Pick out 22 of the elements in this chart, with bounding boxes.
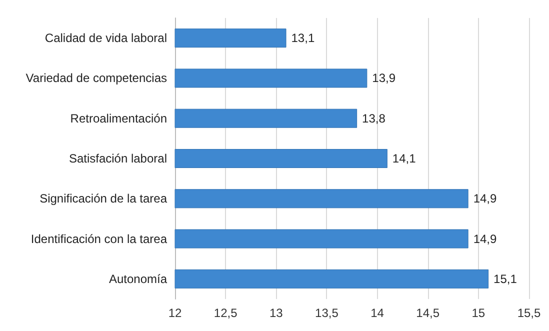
x-tick-label: 13 — [269, 306, 284, 320]
y-tick-label: Significación de la tarea — [40, 192, 168, 206]
data-label: 14,9 — [473, 192, 497, 206]
data-label: 15,1 — [494, 272, 518, 286]
y-tick-label: Satisfación laboral — [68, 152, 167, 166]
y-tick-label: Autonomía — [108, 272, 168, 286]
y-tick-label: Calidad de vida laboral — [44, 31, 167, 46]
x-tick-label: 12,5 — [214, 306, 238, 320]
data-label: 13,1 — [291, 31, 315, 46]
x-tick-label: 15,5 — [517, 306, 541, 320]
x-tick-label: 13,5 — [315, 306, 339, 320]
y-tick-label: Retroalimentación — [70, 111, 167, 126]
x-tick-label: 12 — [168, 306, 182, 320]
data-label: 14,1 — [392, 152, 416, 166]
x-tick-label: 15 — [472, 306, 486, 320]
data-label: 13,9 — [372, 71, 396, 86]
y-tick-label: Variedad de competencias — [26, 71, 167, 86]
data-label: 13,8 — [362, 111, 386, 126]
x-tick-label: 14 — [370, 306, 384, 320]
y-tick-label: Identificación con la tarea — [30, 232, 168, 246]
x-tick-label: 14,5 — [416, 306, 440, 320]
data-label: 14,9 — [473, 232, 497, 246]
